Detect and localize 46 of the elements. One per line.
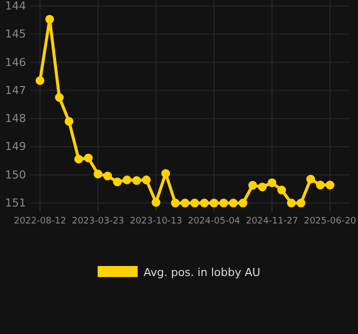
point [200,198,209,208]
point [94,170,102,178]
point [180,198,190,208]
x-tick-label: 2024-05-04 [188,216,240,226]
point [248,180,258,190]
point [36,76,44,85]
point [296,198,306,208]
point [103,172,112,180]
point [45,14,54,24]
point [74,154,84,164]
y-tick-label: 148 [5,112,26,126]
point [161,169,170,178]
point [210,198,218,208]
x-tick-label: 2022-08-12 [14,216,66,226]
y-tick-label: 150 [5,168,26,182]
point [258,182,267,192]
point [228,198,238,208]
x-tick-label: 2023-03-23 [72,216,124,226]
y-tick-label: 151 [5,196,26,210]
point [54,93,64,102]
point [142,176,151,184]
point [152,198,160,207]
point [190,198,200,208]
y-tick-label: 147 [5,84,26,97]
point [286,198,296,208]
point [268,178,276,188]
x-tick-label: 2024-11-27 [246,216,298,226]
point [326,180,334,190]
point [277,186,286,194]
point [84,154,93,162]
point [132,176,142,185]
point [112,178,122,186]
y-tick-label: 149 [5,140,26,154]
y-tick-label: 145 [5,28,26,41]
point [238,198,248,208]
x-tick-label: 2023-10-13 [130,216,182,226]
y-tick-label: 146 [5,56,26,69]
point [306,174,316,184]
legend-label: Avg. pos. in lobby AU [144,266,260,279]
point [170,198,180,208]
point [219,198,228,208]
point [64,117,74,126]
x-tick-label: 2025-06-20 [304,216,356,226]
point [316,180,325,190]
y-tick-label: 144 [5,0,26,13]
point [122,176,132,184]
